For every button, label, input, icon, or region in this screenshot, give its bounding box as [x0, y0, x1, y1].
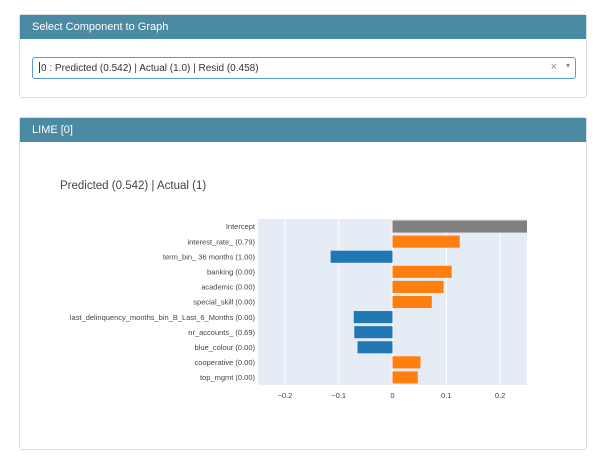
bar[interactable] — [392, 295, 432, 309]
bar[interactable] — [357, 341, 393, 354]
select-component-card: Select Component to Graph 0 : Predicted … — [19, 14, 587, 98]
text-cursor — [39, 62, 40, 73]
component-select[interactable]: 0 : Predicted (0.542) | Actual (1.0) | R… — [32, 57, 576, 79]
category-label: nr_accounts_ (0.69) — [188, 328, 255, 337]
x-tick-label: 0.2 — [495, 391, 505, 400]
bar[interactable] — [392, 235, 460, 248]
bar[interactable] — [354, 326, 393, 339]
category-label: interest_rate_ (0.79) — [187, 237, 255, 246]
component-select-value: 0 : Predicted (0.542) | Actual (1.0) | R… — [39, 62, 259, 74]
category-label: top_mgmt (0.00) — [200, 373, 256, 382]
category-label: last_delinquency_months_bin_B_Last_6_Mon… — [70, 313, 256, 322]
category-label: cooperative (0.00) — [195, 358, 256, 367]
bar[interactable] — [392, 280, 444, 293]
x-tick-label: 0.1 — [441, 391, 451, 400]
x-tick-label: 0 — [390, 391, 394, 400]
bars — [330, 220, 528, 384]
bar[interactable] — [392, 220, 528, 233]
category-labels: Intercept interest_rate_ (0.79) term_bin_ … — [70, 222, 256, 382]
x-tick-label: −0.2 — [277, 391, 292, 400]
x-tick-labels: −0.2 −0.1 0 0.1 0.2 — [277, 391, 505, 400]
bar[interactable] — [392, 356, 421, 369]
clear-icon[interactable]: × — [550, 61, 557, 73]
category-label: term_bin_ 36 months (1.00) — [163, 252, 256, 261]
lime-bar-chart: Intercept interest_rate_ (0.79) term_bin_ … — [70, 219, 528, 400]
bar[interactable] — [392, 265, 452, 278]
select-component-header: Select Component to Graph — [20, 15, 586, 39]
component-select-text: 0 : Predicted (0.542) | Actual (1.0) | R… — [41, 63, 259, 74]
lime-header: LIME [0] — [20, 118, 586, 142]
x-tick-label: −0.1 — [331, 391, 346, 400]
category-label: banking (0.00) — [207, 268, 255, 277]
chart-title: Predicted (0.542) | Actual (1) — [60, 180, 207, 192]
category-label: Intercept — [226, 222, 256, 231]
lime-card: LIME [0] Predicted (0.542) | Actual (1) … — [19, 117, 587, 450]
chevron-down-icon[interactable]: ▾ — [565, 61, 570, 70]
bar[interactable] — [330, 250, 393, 263]
category-label: academic (0.00) — [201, 283, 255, 292]
bar[interactable] — [392, 371, 418, 384]
category-label: blue_colour (0.00) — [195, 343, 256, 352]
category-label: special_skill (0.00) — [193, 298, 255, 307]
bar[interactable] — [353, 311, 393, 324]
